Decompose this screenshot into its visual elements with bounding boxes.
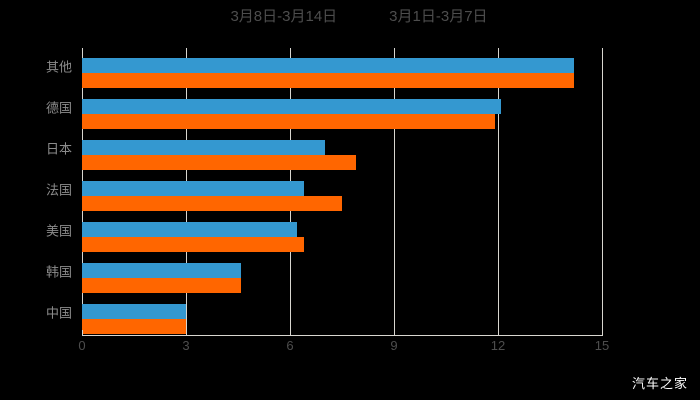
x-axis-tick bbox=[394, 330, 395, 335]
legend-entry-series-2[interactable]: 3月1日-3月7日 bbox=[371, 9, 487, 24]
gridline-12 bbox=[498, 48, 499, 335]
bar-group bbox=[82, 212, 602, 253]
bar[interactable] bbox=[82, 196, 342, 211]
x-axis-tick bbox=[186, 330, 187, 335]
bar[interactable] bbox=[82, 99, 502, 114]
legend-marker-square-icon bbox=[371, 11, 382, 22]
x-axis-tick-label: 15 bbox=[594, 338, 610, 353]
y-axis-label-3: 法国 bbox=[45, 182, 72, 197]
gridline-15 bbox=[602, 48, 603, 335]
y-axis-label-0: 其他 bbox=[45, 59, 72, 74]
bar[interactable] bbox=[82, 222, 297, 237]
bar[interactable] bbox=[82, 73, 575, 88]
bar[interactable] bbox=[82, 278, 242, 293]
bar[interactable] bbox=[82, 140, 325, 155]
bar[interactable] bbox=[82, 304, 186, 319]
y-axis-label-2: 日本 bbox=[45, 141, 72, 156]
legend-marker-circle-icon bbox=[212, 11, 223, 22]
bar[interactable] bbox=[82, 181, 304, 196]
bar[interactable] bbox=[82, 155, 356, 170]
x-axis-line bbox=[82, 335, 603, 336]
bar[interactable] bbox=[82, 263, 242, 278]
bar-group bbox=[82, 253, 602, 294]
x-axis-tick bbox=[290, 330, 291, 335]
bar-group bbox=[82, 294, 602, 335]
bar-group bbox=[82, 48, 602, 89]
chart-legend: 3月8日-3月14日 3月1日-3月7日 bbox=[0, 9, 700, 24]
bar-group bbox=[82, 171, 602, 212]
y-axis-label-1: 德国 bbox=[45, 100, 72, 115]
gridline-9 bbox=[394, 48, 395, 335]
x-axis-tick-label: 3 bbox=[182, 338, 190, 353]
x-axis-tick bbox=[82, 330, 83, 335]
bar[interactable] bbox=[82, 114, 495, 129]
watermark: 汽车之家 bbox=[631, 376, 688, 391]
y-axis-label-6: 中国 bbox=[45, 305, 72, 320]
legend-entry-series-1[interactable]: 3月8日-3月14日 bbox=[212, 9, 337, 24]
x-axis-tick-label: 0 bbox=[78, 338, 86, 353]
bar[interactable] bbox=[82, 237, 304, 252]
x-axis-tick bbox=[602, 330, 603, 335]
x-axis-tick-label: 9 bbox=[390, 338, 398, 353]
bar-group bbox=[82, 89, 602, 130]
y-axis-label-4: 美国 bbox=[45, 223, 72, 238]
legend-label-series-1: 3月8日-3月14日 bbox=[230, 8, 338, 25]
legend-label-series-2: 3月1日-3月7日 bbox=[389, 8, 488, 25]
bar[interactable] bbox=[82, 58, 575, 73]
y-axis-label-5: 韩国 bbox=[45, 264, 72, 279]
x-axis-tick-label: 6 bbox=[286, 338, 294, 353]
x-axis-tick-label: 12 bbox=[490, 338, 506, 353]
plot-area bbox=[82, 48, 603, 335]
x-axis-tick bbox=[498, 330, 499, 335]
bar-group bbox=[82, 130, 602, 171]
bar[interactable] bbox=[82, 319, 186, 334]
